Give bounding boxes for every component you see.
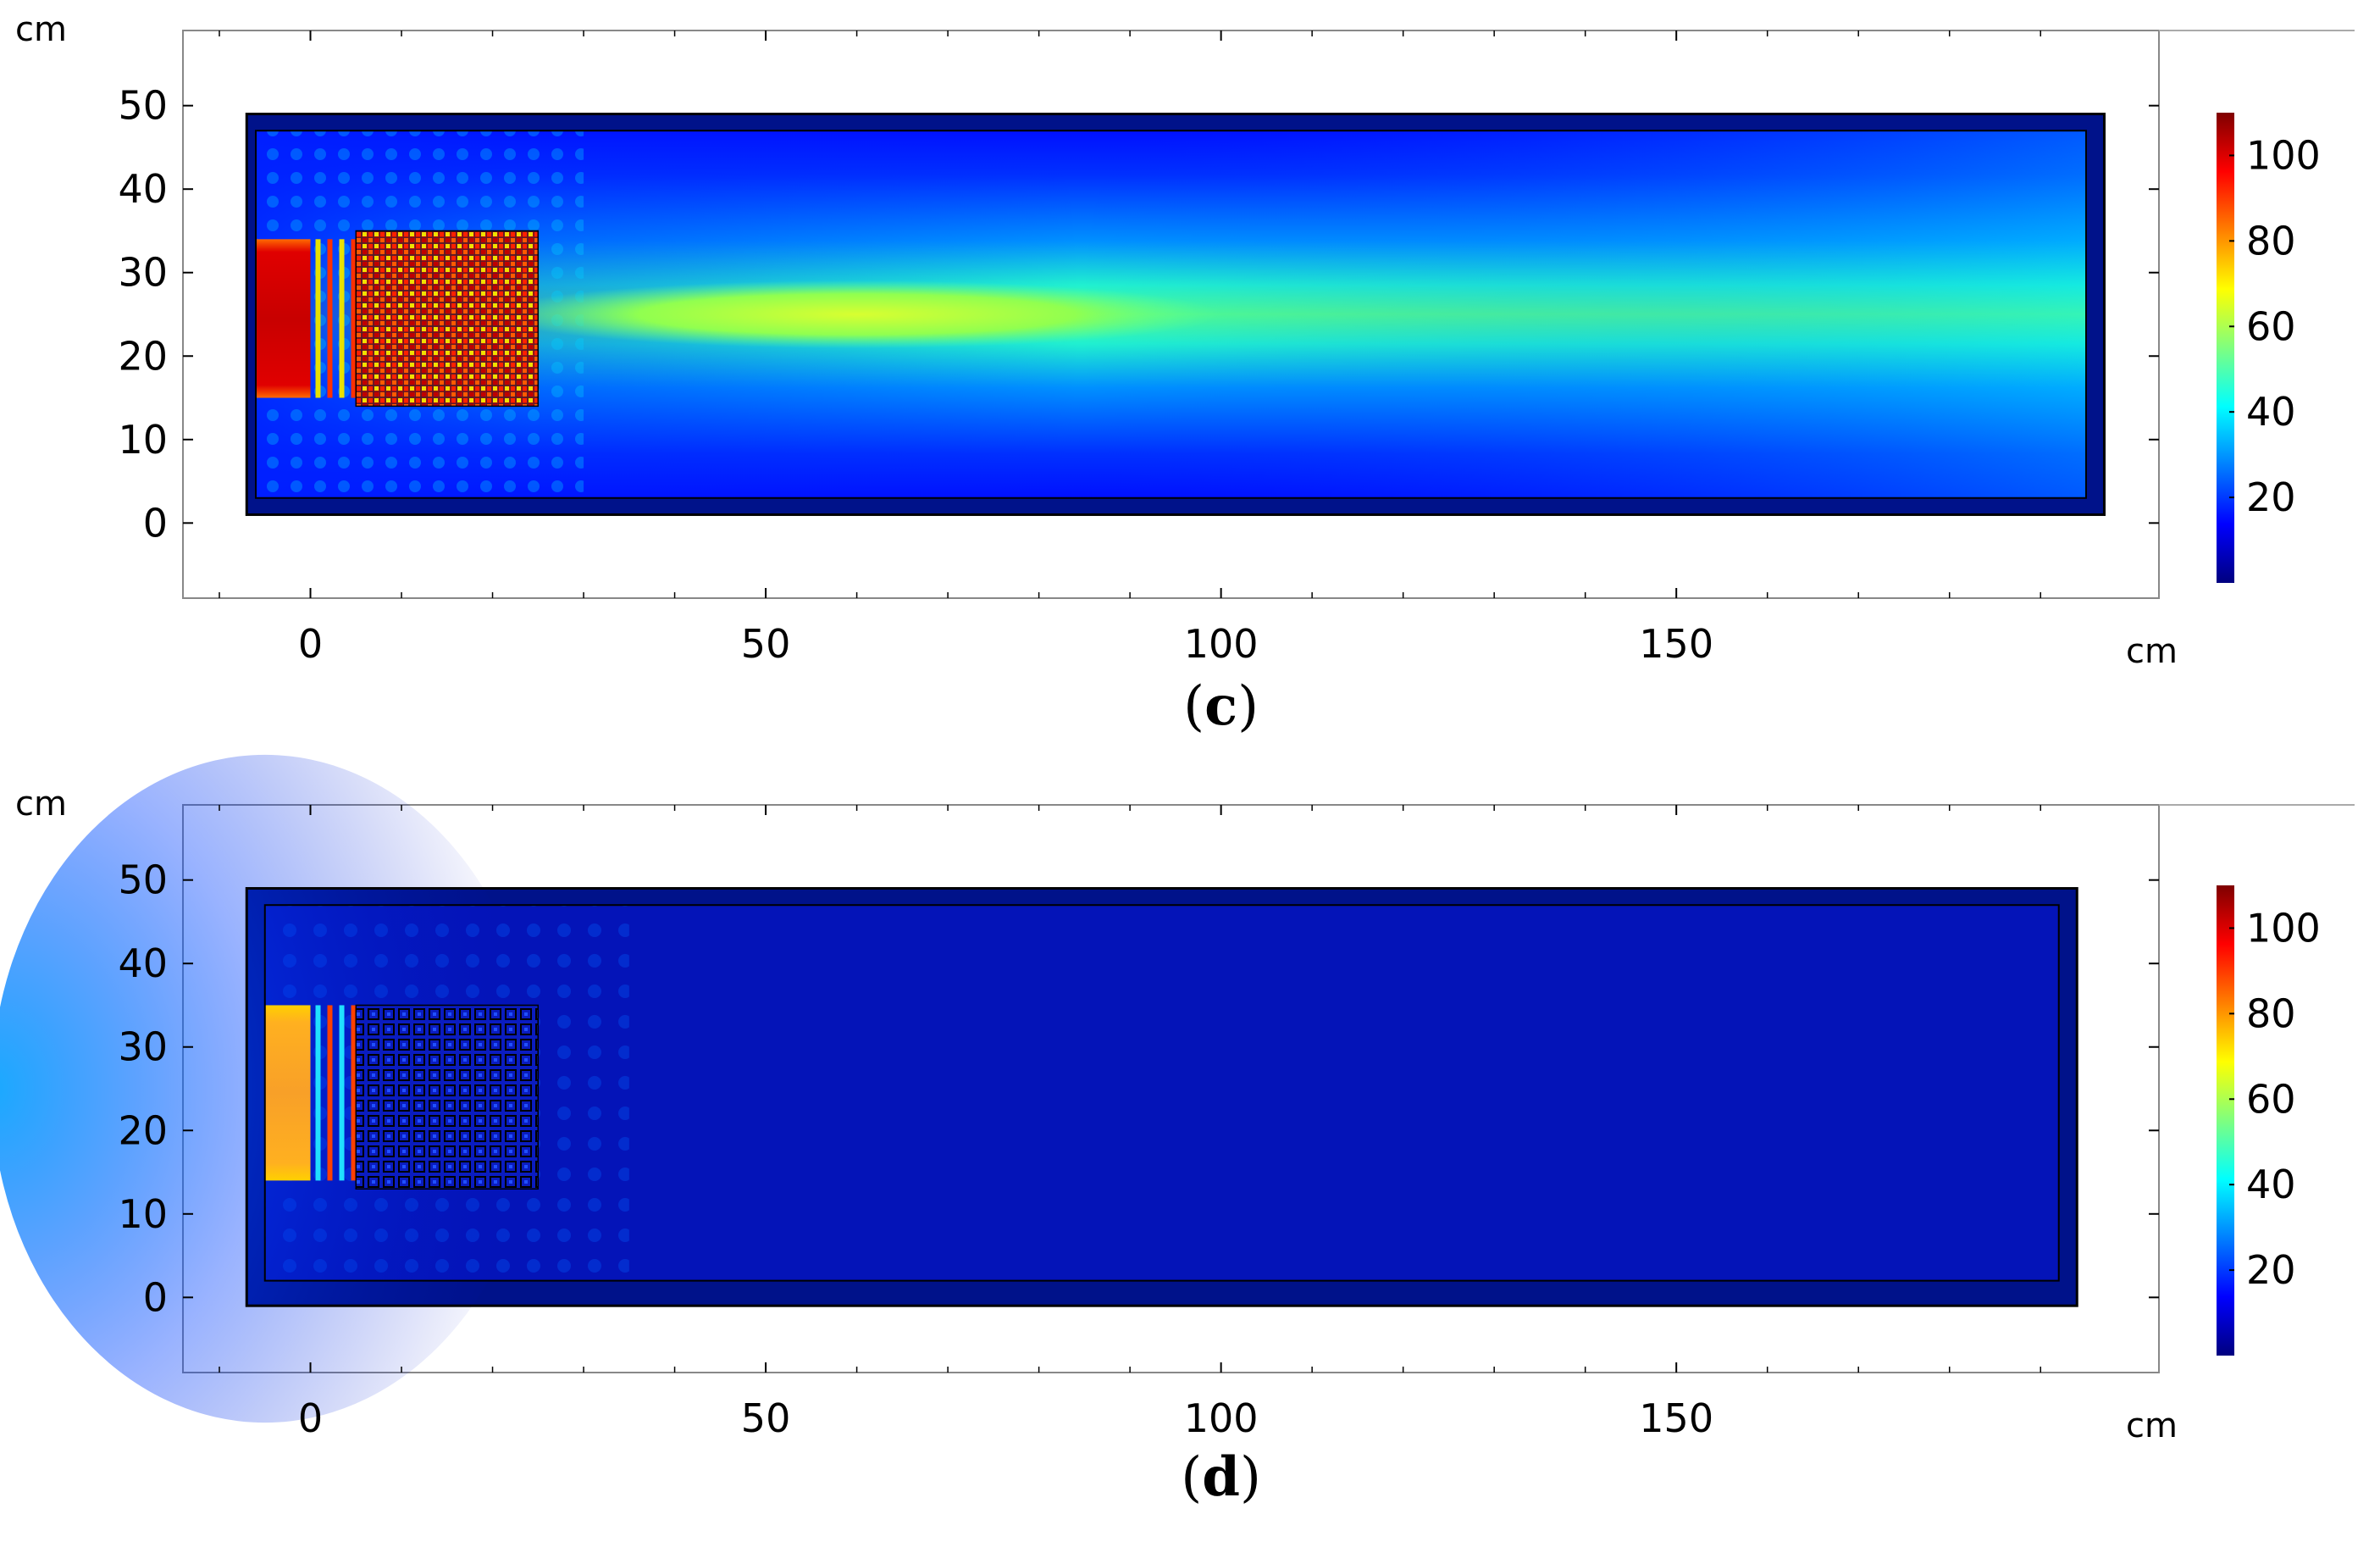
x-tick-label: 0 xyxy=(298,621,323,667)
panel-c: 0 10 20 30 40 50 0 50 100 150 cm cm 20 40 60 80 100 (c) xyxy=(15,10,2355,738)
colorbar xyxy=(2217,885,2234,1356)
x-unit-label: cm xyxy=(2126,632,2178,671)
colorbar-tick-label: 20 xyxy=(2246,1247,2296,1293)
colorbar-tick-label: 40 xyxy=(2246,1162,2296,1207)
y-unit-label: cm xyxy=(15,10,67,49)
lattice-region xyxy=(355,1004,540,1190)
colorbar-tick-label: 100 xyxy=(2246,132,2321,178)
colorbar xyxy=(2217,113,2234,583)
interference-fringe xyxy=(327,1005,333,1181)
x-tick-label: 100 xyxy=(1184,1395,1259,1441)
colorbar-tick-label: 60 xyxy=(2246,303,2296,349)
y-tick-label: 20 xyxy=(118,333,168,379)
x-tick-label: 0 xyxy=(298,1395,323,1441)
beam-core xyxy=(492,280,1221,348)
colorbar-tick-label: 80 xyxy=(2246,218,2296,263)
y-tick-label: 40 xyxy=(118,166,168,212)
x-tick-label: 100 xyxy=(1184,621,1259,667)
interference-fringe xyxy=(351,1005,357,1181)
y-tick-label: 0 xyxy=(143,1274,168,1320)
x-tick-label: 150 xyxy=(1639,621,1713,667)
y-tick-label: 50 xyxy=(118,83,168,129)
y-tick-label: 30 xyxy=(118,1024,168,1070)
interference-fringe xyxy=(327,239,333,398)
domain-outline xyxy=(245,113,2106,516)
y-unit-label: cm xyxy=(15,785,67,824)
pml-outline xyxy=(255,130,2087,499)
interference-fringe xyxy=(315,1005,321,1181)
y-tick-label: 40 xyxy=(118,940,168,986)
lattice-region xyxy=(355,230,540,408)
interference-fringe xyxy=(351,239,357,398)
x-tick-label: 50 xyxy=(741,1395,791,1441)
panel-caption: (d) xyxy=(1181,1445,1261,1509)
domain-outline xyxy=(245,887,2078,1307)
colorbar-tick-label: 20 xyxy=(2246,474,2296,520)
y-tick-label: 10 xyxy=(118,1191,168,1237)
colorbar-tick-label: 80 xyxy=(2246,990,2296,1036)
y-tick-label: 30 xyxy=(118,250,168,296)
y-tick-label: 0 xyxy=(143,500,168,546)
interference-fringe xyxy=(315,239,321,398)
x-unit-label: cm xyxy=(2126,1406,2178,1445)
colorbar-tick-label: 40 xyxy=(2246,389,2296,435)
colorbar-tick-label: 60 xyxy=(2246,1076,2296,1122)
interference-fringe xyxy=(339,1005,345,1181)
source-strip xyxy=(256,239,311,398)
y-tick-label: 10 xyxy=(118,417,168,463)
interference-fringe xyxy=(339,239,345,398)
panel-caption: (c) xyxy=(1183,674,1259,738)
field-map xyxy=(246,114,2105,515)
source-strip xyxy=(264,1005,311,1181)
field-map xyxy=(0,755,2078,1423)
y-tick-label: 20 xyxy=(118,1107,168,1153)
pml-outline xyxy=(263,904,2060,1282)
x-tick-label: 150 xyxy=(1639,1395,1713,1441)
colorbar-tick-label: 100 xyxy=(2246,905,2321,951)
y-tick-label: 50 xyxy=(118,857,168,903)
x-tick-label: 50 xyxy=(741,621,791,667)
